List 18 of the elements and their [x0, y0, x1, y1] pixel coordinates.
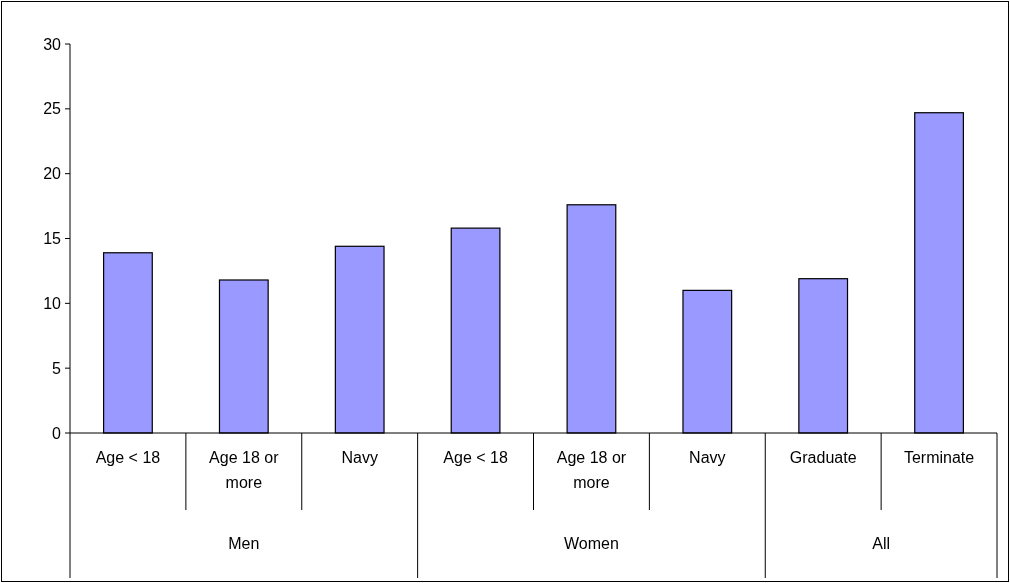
x-tick-label: Graduate	[789, 449, 857, 466]
y-tick-label: 5	[52, 359, 62, 377]
text: Women	[564, 535, 619, 552]
x-tick-label: Navy	[341, 449, 378, 466]
x-tick-label: Navy	[689, 449, 726, 466]
text: All	[872, 535, 891, 552]
x-tick-label: Terminate	[903, 449, 975, 466]
text: Men	[228, 535, 260, 552]
y-tick-label: 30	[43, 35, 62, 53]
x-tick-label: Age < 18	[95, 449, 161, 466]
x-tick-label: Age 18 or more	[556, 449, 627, 491]
y-tick-label: 10	[43, 294, 62, 312]
y-tick-label: 0	[52, 424, 62, 442]
y-tick-label: 25	[43, 100, 62, 118]
x-tick-label: Age < 18	[443, 449, 508, 466]
x-tick-label: Age 18 or more	[209, 449, 280, 491]
y-tick-label: 15	[43, 230, 62, 248]
y-tick-label: 20	[43, 165, 62, 183]
